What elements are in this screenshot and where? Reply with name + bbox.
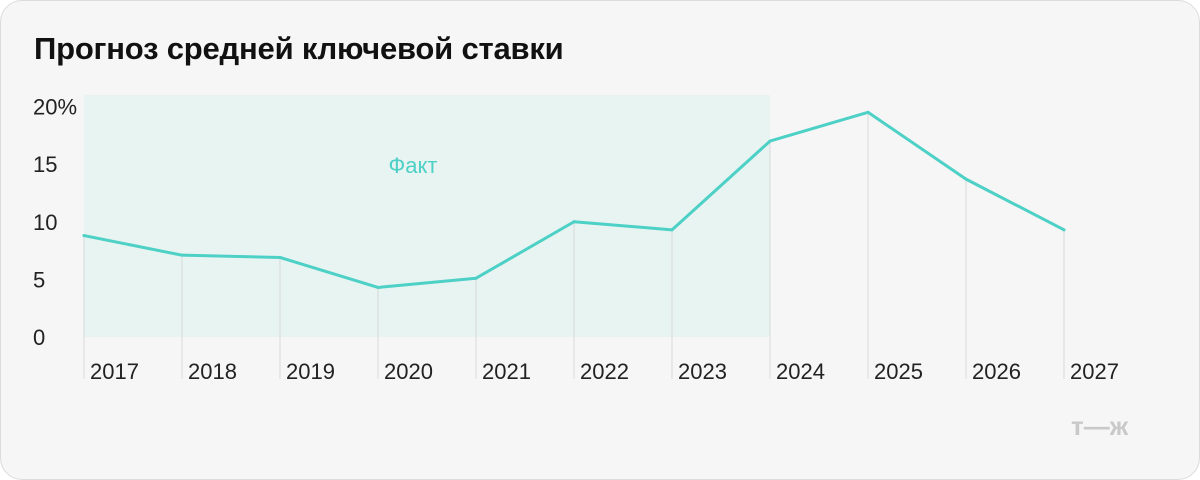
x-tick-label: 2027	[1070, 359, 1119, 384]
y-tick-label: 5	[33, 267, 45, 292]
data-point-2024	[768, 139, 772, 143]
data-point-2021	[474, 276, 478, 280]
data-point-2022	[572, 220, 576, 224]
logo-text: т—ж	[1071, 411, 1129, 441]
data-point-2023	[670, 228, 674, 232]
y-tick-label: 15	[33, 152, 57, 177]
tzh-logo: т—ж	[1071, 411, 1171, 446]
data-point-2017	[82, 234, 86, 238]
x-tick-label: 2022	[580, 359, 629, 384]
chart-title: Прогноз средней ключевой ставки	[34, 31, 564, 66]
y-tick-label: 0	[33, 325, 45, 350]
x-tick-label: 2026	[972, 359, 1021, 384]
x-axis-ticks: 2017 2018 2019 2020 2021 2022 2023 2024 2025 2026…	[90, 359, 1119, 384]
x-tick-label: 2025	[874, 359, 923, 384]
x-tick-label: 2023	[678, 359, 727, 384]
data-point-2025	[866, 110, 870, 114]
x-tick-label: 2019	[286, 359, 335, 384]
data-point-2018	[180, 253, 184, 257]
data-point-2026	[964, 177, 968, 181]
vertical-gridlines	[83, 112, 1065, 379]
y-tick-label: 20%	[33, 95, 77, 120]
x-tick-label: 2018	[188, 359, 237, 384]
y-tick-label: 10	[33, 210, 57, 235]
x-tick-label: 2017	[90, 359, 139, 384]
x-tick-label: 2024	[776, 359, 825, 384]
fact-label: Факт	[389, 153, 438, 178]
series-lines	[82, 110, 1066, 289]
x-tick-label: 2020	[384, 359, 433, 384]
fact-area	[84, 95, 770, 337]
y-axis-ticks: 0 5 10 15 20%	[33, 95, 77, 350]
data-point-2020	[376, 285, 380, 289]
data-point-2027	[1062, 228, 1066, 232]
fact-region: Факт	[84, 95, 770, 337]
x-tick-label: 2021	[482, 359, 531, 384]
tzh-logo-mark: т—ж	[1071, 411, 1129, 441]
data-point-2019	[278, 255, 282, 259]
